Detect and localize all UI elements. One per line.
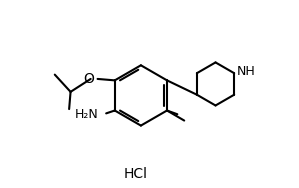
- Text: HCl: HCl: [123, 167, 147, 181]
- Text: H₂N: H₂N: [75, 108, 99, 121]
- Text: NH: NH: [237, 65, 255, 78]
- Text: O: O: [83, 72, 94, 86]
